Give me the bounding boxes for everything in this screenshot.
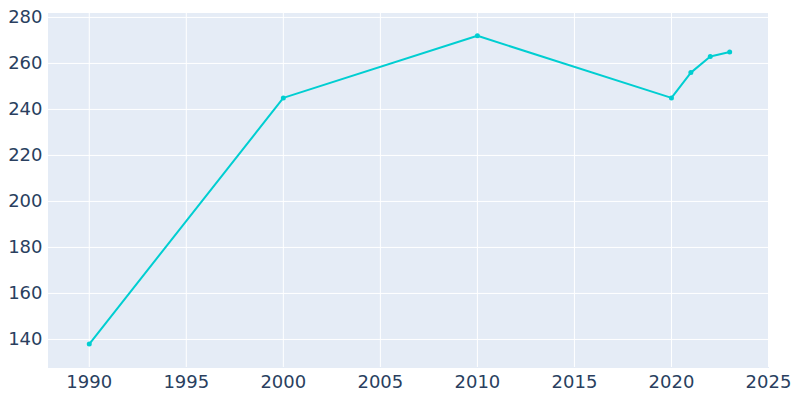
- svg-text:1995: 1995: [163, 371, 209, 392]
- svg-text:160: 160: [8, 282, 42, 303]
- svg-text:240: 240: [8, 98, 42, 119]
- svg-text:2015: 2015: [552, 371, 598, 392]
- svg-text:280: 280: [8, 6, 42, 27]
- svg-text:1990: 1990: [66, 371, 112, 392]
- svg-text:200: 200: [8, 190, 42, 211]
- svg-text:2020: 2020: [649, 371, 695, 392]
- svg-text:2000: 2000: [260, 371, 306, 392]
- svg-text:2010: 2010: [454, 371, 500, 392]
- svg-text:260: 260: [8, 52, 42, 73]
- svg-text:2005: 2005: [357, 371, 403, 392]
- svg-text:180: 180: [8, 236, 42, 257]
- svg-text:220: 220: [8, 144, 42, 165]
- svg-text:2025: 2025: [746, 371, 792, 392]
- svg-text:140: 140: [8, 328, 42, 349]
